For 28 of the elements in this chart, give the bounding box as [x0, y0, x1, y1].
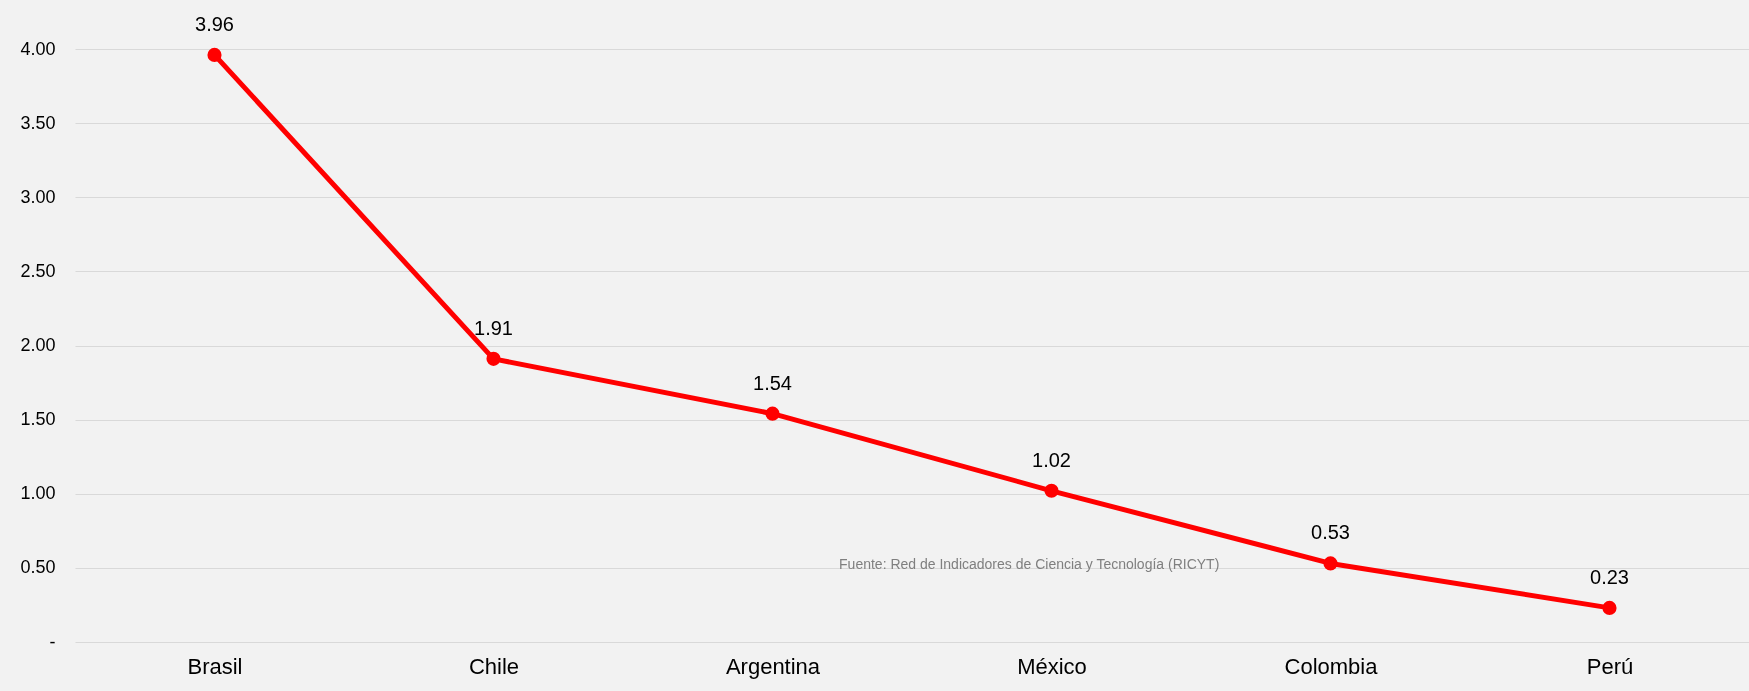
x-tick-label: Colombia — [1284, 653, 1379, 679]
x-tick-label: Argentina — [725, 653, 821, 679]
annotation: Fuente: Red de Indicadores de Ciencia y Tecnología (RICYT) — [839, 555, 1220, 572]
x-tick-label: México — [1017, 653, 1087, 679]
data-label: 0.23 — [1590, 565, 1629, 588]
point — [486, 351, 501, 366]
data-label: 1.54 — [753, 371, 792, 394]
y-tick-label: 0.50 — [20, 557, 56, 578]
y-tick-label: 3.50 — [20, 112, 56, 133]
y-tick-label: 3.00 — [20, 186, 56, 207]
x-tick-label: Perú — [1586, 653, 1634, 679]
data-label: 1.02 — [1032, 448, 1071, 471]
point — [1044, 483, 1059, 498]
point — [765, 406, 780, 421]
x-tick-label: Brasil — [187, 653, 243, 679]
y-tick-label: 1.00 — [20, 483, 56, 504]
y-tick-label: 4.00 — [20, 38, 56, 59]
point — [1323, 556, 1338, 571]
data-label: 0.53 — [1311, 521, 1350, 544]
y-tick-label: 1.50 — [20, 409, 56, 430]
data-label: 1.91 — [474, 316, 513, 339]
x-tick-label: Chile — [468, 653, 520, 679]
y-tick-label: 2.50 — [20, 260, 56, 281]
y-tick-label: 2.00 — [20, 335, 56, 355]
point — [207, 47, 222, 62]
y-tick-label: - — [49, 631, 56, 652]
point — [1602, 600, 1617, 615]
data-label: 3.96 — [195, 12, 234, 35]
